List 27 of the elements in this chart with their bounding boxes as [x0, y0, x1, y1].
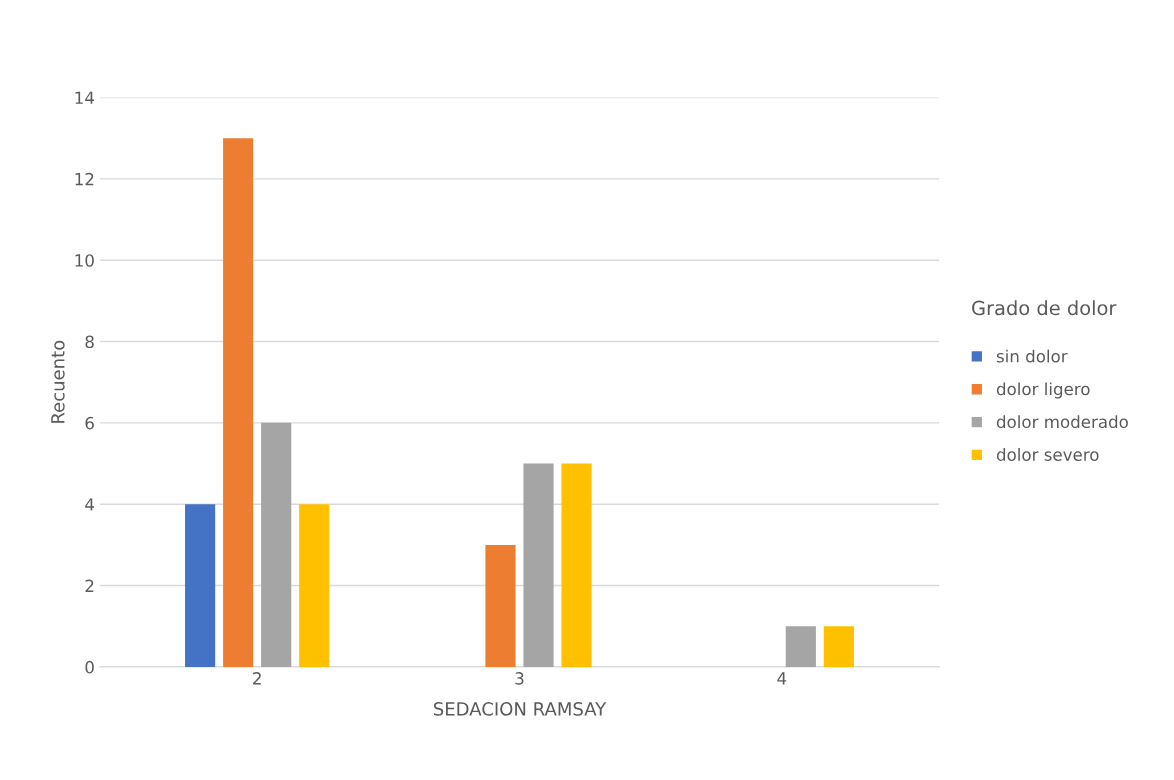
bar — [561, 463, 592, 667]
y-tick-label: 12 — [75, 172, 94, 186]
x-tick-label: 2 — [253, 672, 261, 685]
y-axis-title: Recuento — [51, 340, 65, 423]
bar — [185, 504, 216, 667]
bar — [823, 626, 854, 667]
x-axis-title: SEDACION RAMSAY — [433, 702, 607, 716]
legend-label: dolor moderado — [996, 415, 1128, 429]
y-tick-label: 0 — [85, 660, 94, 674]
y-tick-label: 4 — [85, 498, 94, 511]
legend-title: Grado de dolor — [972, 300, 1117, 316]
y-tick-label: 8 — [85, 335, 94, 349]
bar — [485, 544, 516, 667]
bar — [299, 504, 330, 667]
x-tick-label: 3 — [515, 672, 524, 685]
y-tick-label: 14 — [75, 91, 94, 104]
bar — [785, 626, 816, 667]
y-tick-label: 2 — [85, 579, 94, 592]
x-tick-label: 4 — [777, 672, 787, 685]
y-tick-label: 6 — [85, 416, 94, 430]
legend-label: dolor ligero — [996, 382, 1090, 399]
y-tick-label: 10 — [75, 254, 94, 267]
legend-label: sin dolor — [996, 349, 1068, 363]
bar — [523, 463, 554, 667]
bar — [223, 138, 254, 667]
bar — [261, 422, 292, 667]
legend-label: dolor severo — [996, 448, 1099, 461]
